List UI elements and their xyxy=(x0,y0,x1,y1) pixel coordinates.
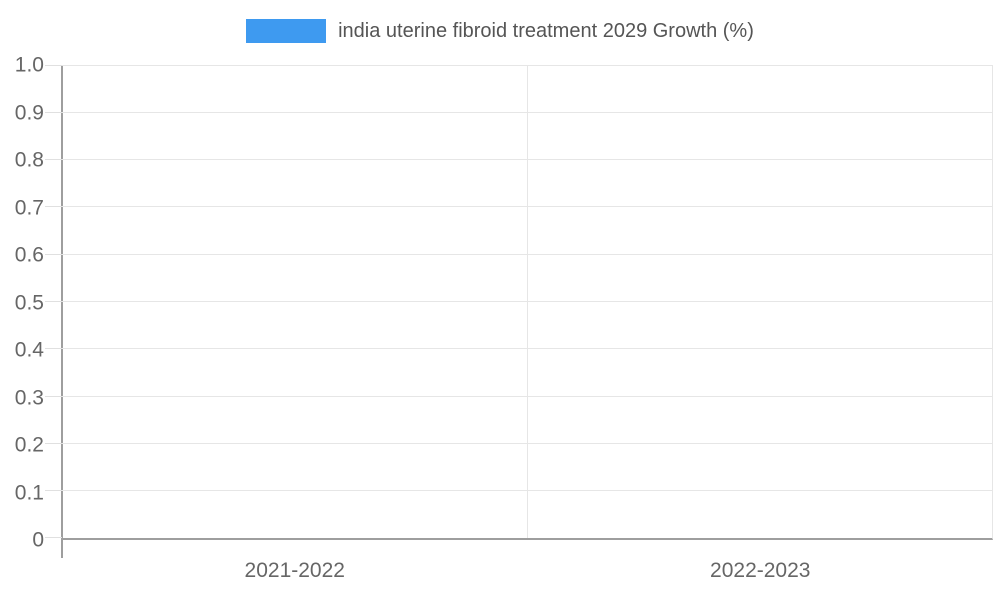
y-tick-label: 0.8 xyxy=(14,148,44,172)
x-tick-label: 2022-2023 xyxy=(710,559,811,582)
chart-legend: india uterine fibroid treatment 2029 Gro… xyxy=(0,16,1000,46)
y-tick-mark xyxy=(45,253,62,255)
y-tick-label: 0.3 xyxy=(14,386,44,409)
y-tick-mark xyxy=(45,111,62,113)
plot-area xyxy=(45,65,993,540)
gridline-vertical xyxy=(526,65,528,538)
y-tick-label: 0.2 xyxy=(14,433,44,457)
y-tick-label: 0 xyxy=(32,528,44,552)
y-tick-mark xyxy=(45,490,62,492)
x-tick-label: 2021-2022 xyxy=(244,559,345,582)
y-axis-line xyxy=(61,65,63,558)
y-tick-mark xyxy=(45,206,62,208)
y-axis-labels: 1.0 0.9 0.8 0.7 0.6 0.5 0.4 0.3 0.2 0.1 0 xyxy=(0,55,44,551)
y-tick-label: 1.0 xyxy=(14,53,44,77)
x-axis-labels: 2021-2022 2022-2023 xyxy=(62,559,993,589)
legend-label: india uterine fibroid treatment 2029 Gro… xyxy=(338,19,754,42)
y-tick-mark xyxy=(45,442,62,444)
y-tick-label: 0.6 xyxy=(14,243,44,267)
y-tick-mark xyxy=(45,348,62,350)
y-tick-label: 0.7 xyxy=(14,196,44,219)
legend-swatch xyxy=(246,19,327,43)
y-tick-label: 0.9 xyxy=(14,101,44,124)
y-tick-mark xyxy=(45,159,62,161)
y-tick-label: 0.5 xyxy=(14,291,44,314)
y-tick-mark xyxy=(45,65,62,66)
y-tick-label: 0.1 xyxy=(14,481,44,504)
y-tick-label: 0.4 xyxy=(14,338,44,362)
y-tick-mark xyxy=(45,301,62,302)
y-tick-mark xyxy=(45,537,62,538)
y-tick-mark xyxy=(45,395,62,397)
